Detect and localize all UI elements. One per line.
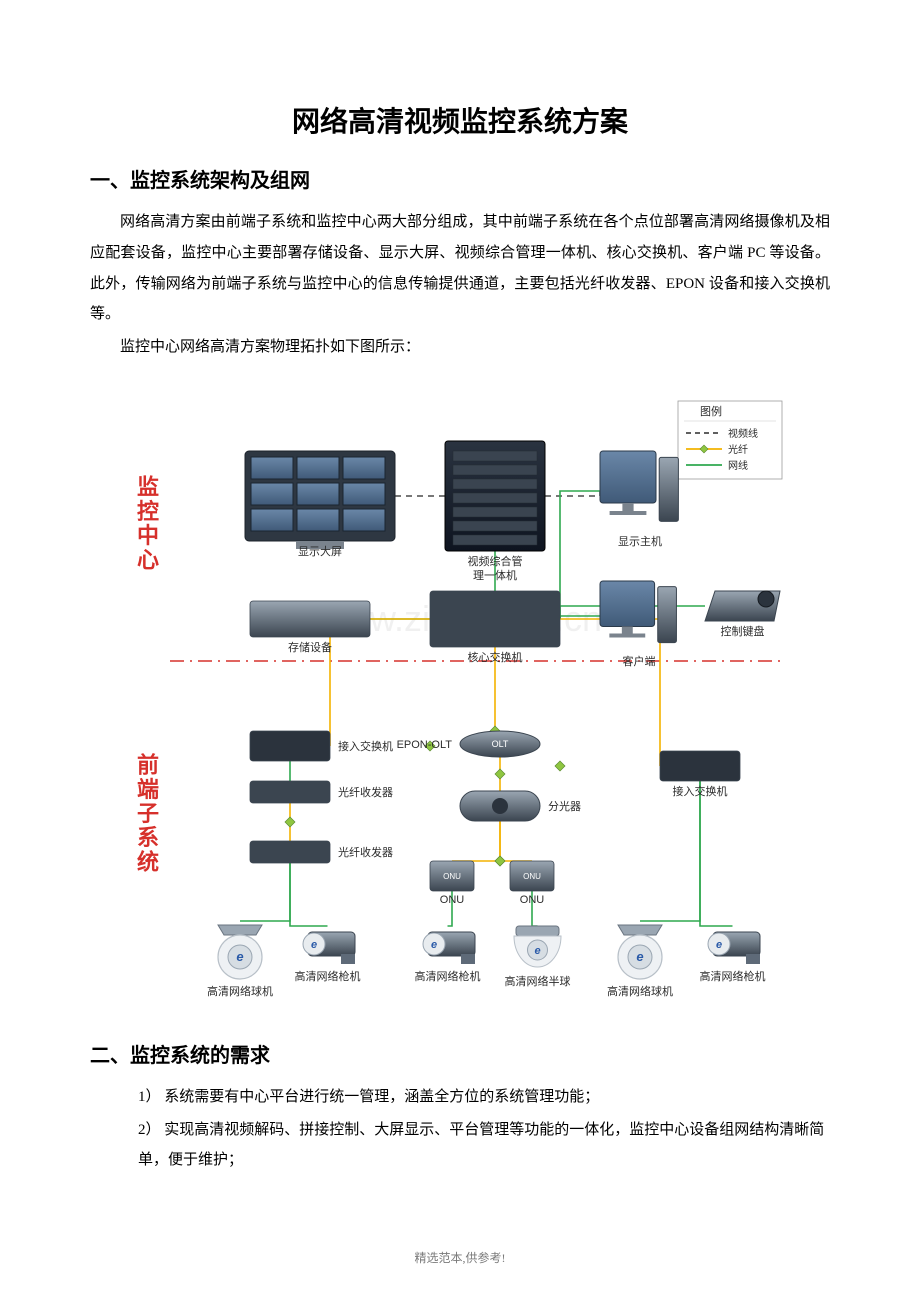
- svg-text:视频线: 视频线: [728, 427, 758, 440]
- node-vmgr: [445, 441, 545, 551]
- svg-text:e: e: [236, 949, 243, 964]
- requirement-item: 2） 实现高清视频解码、拼接控制、大屏显示、平台管理等功能的一体化，监控中心设备…: [138, 1115, 830, 1177]
- svg-text:子: 子: [137, 801, 159, 826]
- svg-text:高清网络球机: 高清网络球机: [607, 984, 673, 998]
- svg-text:高清网络球机: 高清网络球机: [207, 984, 273, 998]
- node-wall: [245, 451, 395, 549]
- topology-diagram: 监控中心前端子系统www.zixin.com.cn图例视频线光纤网线显示大屏视频…: [130, 381, 790, 1021]
- page-title: 网络高清视频监控系统方案: [90, 100, 830, 140]
- svg-text:控: 控: [137, 499, 159, 524]
- svg-text:ONU: ONU: [443, 872, 461, 881]
- svg-text:e: e: [534, 945, 540, 957]
- node-bullet3: e: [708, 932, 760, 964]
- svg-text:系: 系: [137, 825, 159, 850]
- svg-text:统: 统: [137, 849, 159, 874]
- topology-svg: 监控中心前端子系统www.zixin.com.cn图例视频线光纤网线显示大屏视频…: [130, 381, 790, 1021]
- svg-text:光纤收发器: 光纤收发器: [338, 845, 393, 859]
- node-splitter: [460, 791, 540, 821]
- node-dome2: e: [618, 925, 662, 979]
- svg-text:显示主机: 显示主机: [618, 534, 662, 548]
- section2-heading: 二、监控系统的需求: [90, 1039, 830, 1068]
- svg-text:e: e: [311, 939, 317, 951]
- svg-text:显示大屏: 显示大屏: [298, 544, 342, 558]
- svg-text:EPON-OLT: EPON-OLT: [397, 739, 453, 751]
- svg-text:接入交换机: 接入交换机: [673, 784, 728, 798]
- svg-text:中: 中: [137, 523, 159, 548]
- svg-text:ONU: ONU: [520, 894, 545, 906]
- svg-text:e: e: [636, 949, 643, 964]
- svg-text:网线: 网线: [728, 459, 748, 472]
- svg-text:监: 监: [137, 474, 159, 499]
- requirement-item: 1） 系统需要有中心平台进行统一管理，涵盖全方位的系统管理功能；: [138, 1082, 830, 1113]
- svg-text:视频综合管: 视频综合管: [468, 554, 523, 568]
- page-footer: 精选范本,供参考!: [0, 1249, 920, 1266]
- node-dome1: e: [218, 925, 262, 979]
- section1-heading: 一、监控系统架构及组网: [90, 164, 830, 193]
- node-disphost: [600, 451, 678, 521]
- svg-text:高清网络半球: 高清网络半球: [505, 974, 571, 988]
- svg-text:理一体机: 理一体机: [473, 568, 517, 582]
- svg-text:高清网络枪机: 高清网络枪机: [415, 969, 481, 983]
- requirements-list: 1） 系统需要有中心平台进行统一管理，涵盖全方位的系统管理功能；2） 实现高清视…: [90, 1082, 830, 1176]
- section1-para2: 监控中心网络高清方案物理拓扑如下图所示：: [90, 332, 830, 363]
- svg-text:ONU: ONU: [523, 872, 541, 881]
- section1-para1: 网络高清方案由前端子系统和监控中心两大部分组成，其中前端子系统在各个点位部署高清…: [90, 207, 830, 330]
- svg-text:客户端: 客户端: [623, 654, 656, 668]
- svg-text:心: 心: [137, 547, 159, 572]
- svg-text:光纤收发器: 光纤收发器: [338, 785, 393, 799]
- svg-text:存储设备: 存储设备: [288, 640, 332, 654]
- node-hemi: e: [514, 926, 561, 967]
- svg-text:分光器: 分光器: [548, 799, 581, 813]
- node-bullet2: e: [423, 932, 475, 964]
- svg-text:前: 前: [137, 752, 159, 777]
- node-bullet1: e: [303, 932, 355, 964]
- svg-text:控制键盘: 控制键盘: [721, 624, 765, 638]
- node-client: [600, 581, 676, 643]
- svg-text:ONU: ONU: [440, 894, 465, 906]
- node-kbd: [705, 591, 780, 621]
- svg-text:核心交换机: 核心交换机: [468, 650, 523, 664]
- svg-text:端: 端: [137, 777, 159, 802]
- svg-text:e: e: [716, 939, 722, 951]
- svg-text:e: e: [431, 939, 437, 951]
- svg-text:光纤: 光纤: [728, 443, 748, 456]
- svg-text:接入交换机: 接入交换机: [338, 739, 393, 753]
- svg-text:高清网络枪机: 高清网络枪机: [295, 969, 361, 983]
- svg-text:OLT: OLT: [492, 739, 509, 749]
- svg-text:高清网络枪机: 高清网络枪机: [700, 969, 766, 983]
- svg-text:图例: 图例: [700, 404, 722, 418]
